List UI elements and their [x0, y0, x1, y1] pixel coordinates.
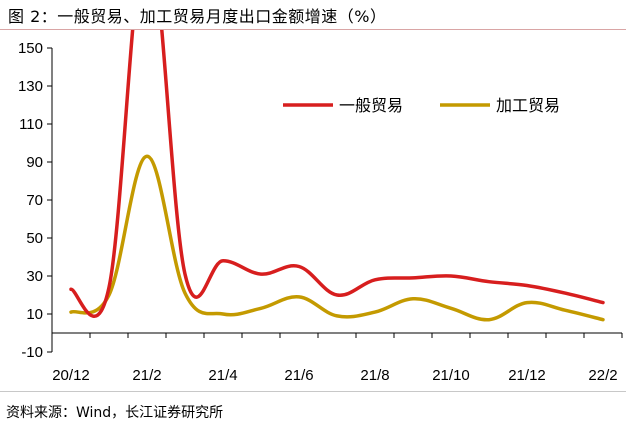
source-note: 资料来源：Wind，长江证券研究所: [6, 405, 224, 421]
y-tick-label: -10: [21, 344, 43, 361]
x-tick-label: 21/12: [508, 367, 546, 384]
y-tick-label: 150: [18, 40, 43, 57]
line-chart: -10 10 30 50 70 90 110 130 150 20/12 21/2 21/4 21/6 2…: [18, 30, 623, 384]
source-divider: [0, 391, 626, 392]
series-line-1: [69, 154, 605, 322]
y-tick-label: 90: [26, 154, 43, 171]
x-tick-label: 21/2: [132, 367, 161, 384]
x-tick-label: 21/8: [360, 367, 389, 384]
legend-label-1: 加工贸易: [496, 96, 560, 115]
legend-label-0: 一般贸易: [339, 96, 403, 115]
x-tick-label: 20/12: [52, 367, 90, 384]
x-tick-label: 21/4: [208, 367, 237, 384]
x-tick-label: 21/10: [432, 367, 470, 384]
y-tick-label: 50: [26, 230, 43, 247]
title-divider: [0, 29, 626, 30]
x-tick-label: 22/2: [588, 367, 617, 384]
chart-title: 图 2：一般贸易、加工贸易月度出口金额增速（%）: [8, 7, 387, 26]
y-tick-label: 130: [18, 78, 43, 95]
series-layer: [69, 30, 605, 322]
y-tick-label: 30: [26, 268, 43, 285]
y-tick-label: 70: [26, 192, 43, 209]
y-tick-label: 110: [19, 116, 43, 133]
chart-legend: 一般贸易 加工贸易: [283, 96, 560, 115]
chart-axes: -10 10 30 50 70 90 110 130 150 20/12 21/2 21/4 21/6 2…: [18, 40, 623, 384]
series-line-0: [69, 30, 605, 319]
x-tick-label: 21/6: [284, 367, 313, 384]
y-tick-label: 10: [26, 306, 43, 323]
